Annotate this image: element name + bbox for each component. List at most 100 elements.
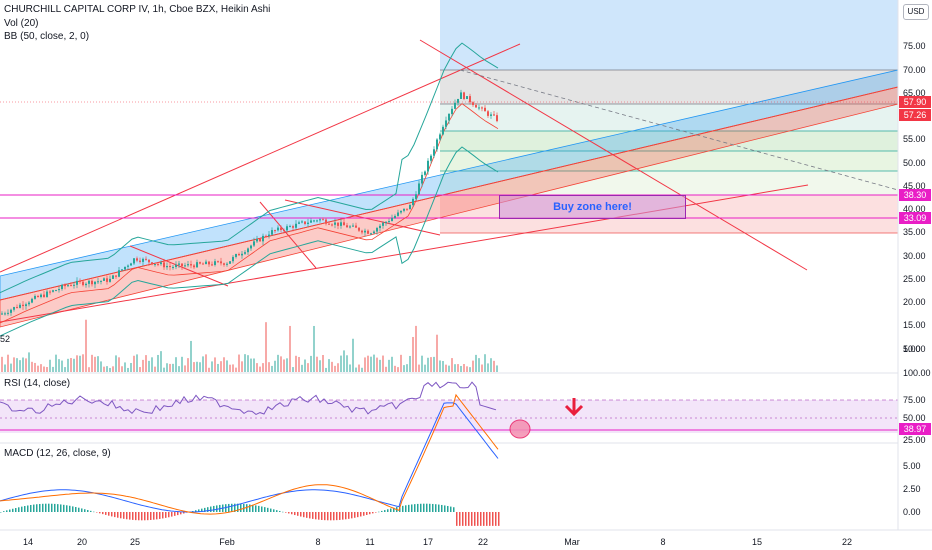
candle-body (52, 290, 54, 292)
price-tick-label: 20.00 (903, 297, 926, 307)
macd-histogram-bar (12, 508, 14, 512)
macd-histogram-bar (210, 506, 212, 512)
macd-histogram-bar (378, 511, 380, 513)
candle-body (352, 225, 354, 227)
macd-histogram-bar (180, 512, 182, 515)
candle-body (433, 149, 435, 156)
currency-button[interactable]: USD (903, 4, 929, 20)
candle-body (289, 226, 291, 228)
candle-body (388, 221, 390, 223)
symbol-title[interactable]: CHURCHILL CAPITAL CORP IV, 1h, Cboe BZX,… (4, 4, 271, 15)
macd-histogram-bar (498, 512, 500, 526)
volume-bar (484, 354, 486, 372)
candle-body (151, 262, 153, 265)
macd-histogram-bar (408, 504, 410, 512)
macd-histogram-bar (51, 503, 53, 512)
candle-body (205, 261, 207, 265)
price-tick-label: 40.00 (903, 204, 926, 214)
macd-histogram-bar (213, 505, 215, 512)
macd-histogram-bar (63, 504, 65, 512)
candle-body (475, 105, 477, 108)
candle-body (166, 266, 168, 268)
volume-bar (145, 355, 147, 372)
volume-bar (1, 356, 3, 372)
macd-histogram-bar (432, 503, 434, 512)
volume-legend[interactable]: Vol (20) (4, 18, 39, 29)
macd-histogram-bar (450, 506, 452, 512)
volume-bar (337, 363, 339, 372)
macd-histogram-bar (273, 509, 275, 512)
price-tick-label: 50.00 (903, 158, 926, 168)
candle-body (271, 230, 273, 235)
candle-body (301, 221, 303, 223)
candle-body (469, 96, 471, 103)
buy-zone-box[interactable]: Buy zone here! (499, 195, 686, 219)
volume-bar (331, 361, 333, 372)
macd-histogram-bar (426, 503, 428, 512)
volume-bar (142, 359, 144, 372)
volume-bar (286, 358, 288, 372)
volume-bar (265, 322, 267, 372)
candle-body (178, 263, 180, 265)
volume-bar (394, 365, 396, 372)
volume-bar (37, 365, 39, 372)
macd-legend[interactable]: MACD (12, 26, close, 9) (4, 448, 111, 459)
volume-bar (475, 354, 477, 372)
candle-body (400, 210, 402, 213)
volume-bar (454, 364, 456, 372)
macd-histogram-bar (357, 512, 359, 518)
macd-histogram-bar (177, 512, 179, 516)
volume-bar (40, 364, 42, 372)
volume-bar (211, 361, 213, 372)
price-tag-38-30: 38.30 (899, 189, 931, 201)
time-tick-label: Mar (564, 537, 580, 547)
macd-histogram-bar (420, 503, 422, 512)
candle-body (88, 280, 90, 284)
volume-bar (112, 366, 114, 372)
time-axis[interactable]: 14 20 25 Feb 8 11 17 22 Mar 8 15 22 (23, 537, 852, 547)
candle-body (1, 313, 3, 315)
candle-body (493, 114, 495, 116)
volume-bar (412, 336, 414, 372)
volume-bar (469, 367, 471, 372)
volume-bar (349, 364, 351, 372)
candle-body (103, 278, 105, 281)
macd-histogram-bar (99, 512, 101, 514)
macd-histogram-bar (252, 504, 254, 512)
candle-body (313, 220, 315, 222)
bollinger-legend[interactable]: BB (50, close, 2, 0) (4, 31, 90, 42)
candle-body (115, 275, 117, 277)
macd-histogram-bar (84, 509, 86, 512)
candle-body (214, 261, 216, 265)
projection-dashed-line (459, 69, 899, 191)
volume-bar (367, 355, 369, 372)
volume-bar (418, 364, 420, 372)
volume-bar (490, 358, 492, 372)
macd-histogram-bar (390, 508, 392, 512)
macd-histogram (0, 503, 500, 526)
rsi-legend[interactable]: RSI (14, close) (4, 378, 71, 389)
volume-bar (355, 367, 357, 372)
rsi-axis[interactable]: 100.00 75.00 50.00 25.00 (903, 368, 931, 445)
candle-body (292, 226, 294, 228)
price-tick-label: 70.00 (903, 65, 926, 75)
candle-body (424, 171, 426, 175)
macd-histogram-bar (381, 510, 383, 512)
volume-bar (274, 360, 276, 372)
candle-body (196, 262, 198, 268)
candle-body (355, 225, 357, 228)
macd-axis[interactable]: 5.00 2.50 0.00 (903, 461, 921, 517)
candle-body (22, 304, 24, 307)
candle-body (109, 278, 111, 282)
candle-body (382, 222, 384, 226)
candle-body (487, 111, 489, 116)
candle-body (268, 234, 270, 237)
macd-histogram-bar (483, 512, 485, 526)
price-axis[interactable]: 75.0070.0065.0060.0055.0050.0045.0040.00… (903, 41, 926, 354)
macd-histogram-bar (456, 512, 458, 526)
candle-body (28, 302, 30, 305)
macd-histogram-bar (18, 507, 20, 512)
volume-bar (262, 363, 264, 372)
